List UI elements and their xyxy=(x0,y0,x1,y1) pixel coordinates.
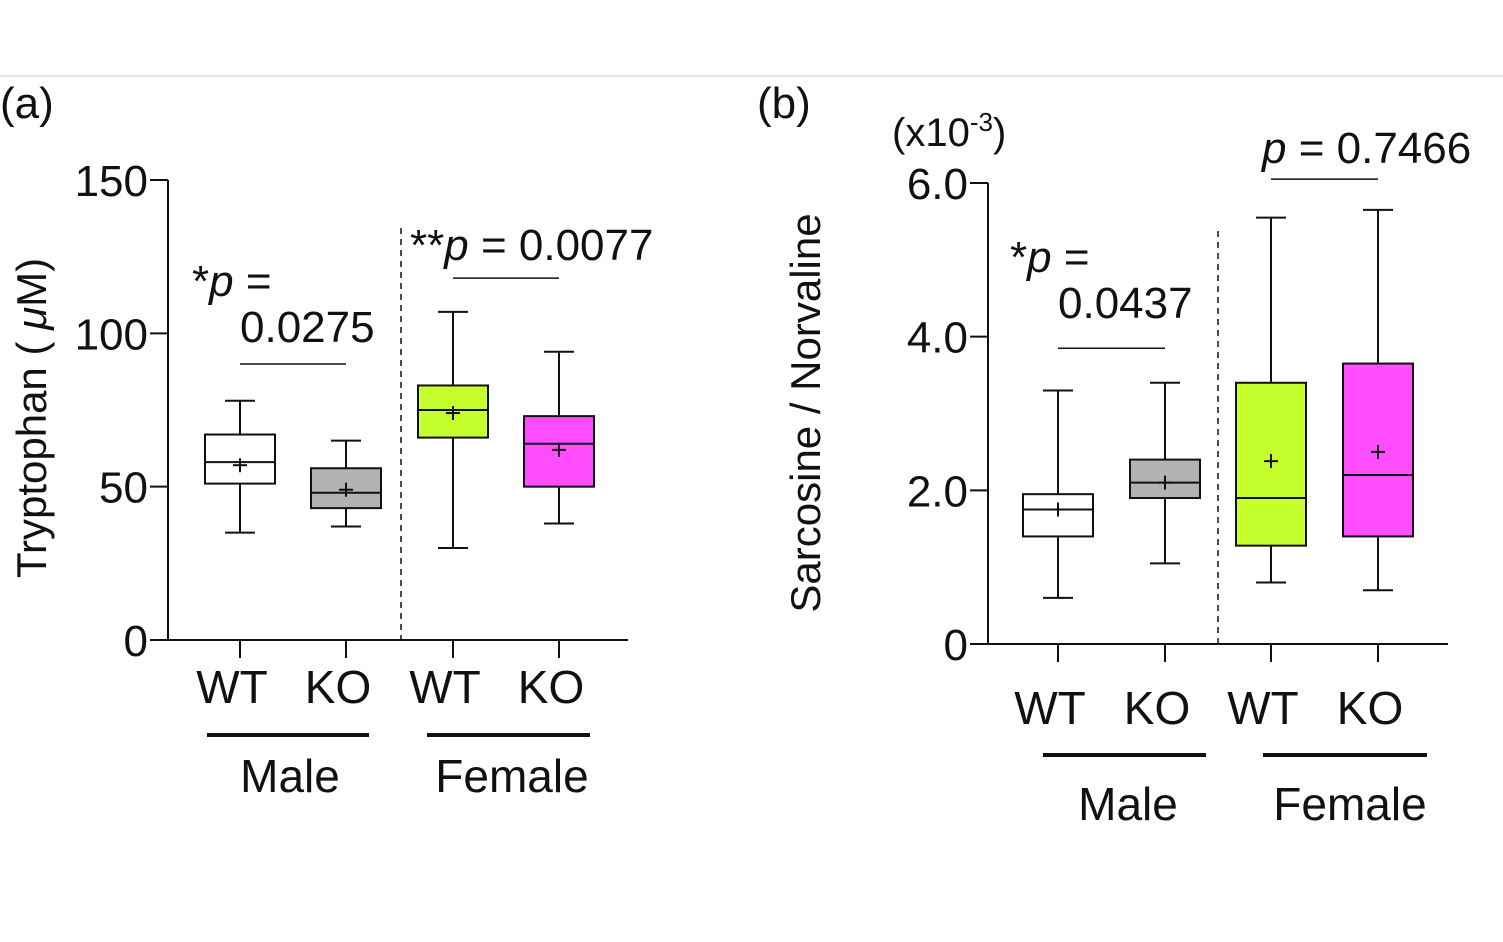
y-tick-label: 150 xyxy=(75,157,148,206)
box-male-wt xyxy=(1022,389,1094,599)
panel-label: (a) xyxy=(0,79,54,128)
y-tick-label: 2.0 xyxy=(907,467,968,516)
p-value-label: *p = xyxy=(1010,233,1090,282)
group-label-female: Female xyxy=(1273,778,1426,830)
p-value-number: 0.0275 xyxy=(240,303,375,352)
category-label-ko: KO xyxy=(1337,682,1403,734)
group-label-male: Male xyxy=(1078,778,1178,830)
y-tick-label: 0 xyxy=(944,621,968,670)
category-label-wt: WT xyxy=(196,661,268,713)
y-tick-label: 50 xyxy=(99,464,148,513)
p-value-stars: * xyxy=(1010,233,1027,282)
y-tick-label: 0 xyxy=(124,617,148,666)
p-value-label: **p = 0.0077 xyxy=(410,221,653,270)
p-value-label: p = 0.7466 xyxy=(1260,124,1471,173)
panel-a: (a) 0 50 100 150 Tryptophan ( μM) WT KO WT KO Male… xyxy=(0,79,653,802)
box-male-wt xyxy=(204,399,276,534)
category-label-ko: KO xyxy=(305,661,371,713)
panel-label: (b) xyxy=(757,79,811,128)
box-female-ko xyxy=(523,350,595,525)
y-axis-title-main: Tryptophan ( xyxy=(8,330,55,578)
p-value-stars: * xyxy=(192,257,209,306)
p-value-label: *p = xyxy=(192,257,272,306)
group-label-male: Male xyxy=(240,750,340,802)
y-axis-title: Tryptophan ( μM) xyxy=(8,258,55,578)
box-male-ko xyxy=(310,439,382,528)
y-axis-title: Sarcosine / Norvaline xyxy=(782,213,829,612)
y-axis-title-unit: M) xyxy=(8,258,55,307)
y-tick-label: 100 xyxy=(75,310,148,359)
category-label-wt: WT xyxy=(409,661,481,713)
p-value-equals: = xyxy=(234,257,272,306)
box-male-ko xyxy=(1129,381,1201,565)
box-female-wt xyxy=(417,310,489,549)
category-label-wt: WT xyxy=(1014,682,1086,734)
group-label-female: Female xyxy=(435,750,588,802)
category-label-ko: KO xyxy=(1124,682,1190,734)
category-label-wt: WT xyxy=(1227,682,1299,734)
p-value-number: 0.0437 xyxy=(1058,279,1193,328)
y-axis-title-greek: μ xyxy=(8,307,55,331)
category-label-ko: KO xyxy=(518,661,584,713)
p-value-p: p xyxy=(1025,233,1051,282)
box-female-wt xyxy=(1235,216,1307,584)
y-tick-label: 6.0 xyxy=(907,160,968,209)
box-female-ko xyxy=(1342,208,1414,592)
y-tick-label: 4.0 xyxy=(907,314,968,363)
p-value-p: p xyxy=(207,257,233,306)
scale-note-exponent: -3 xyxy=(970,107,993,137)
scale-note-close: ) xyxy=(993,111,1006,155)
p-value-equals: = 0.0077 xyxy=(469,221,654,270)
panel-b: (b) 0 2.0 4.0 6.0 Sarcosine / Norvaline (x10-3… xyxy=(757,79,1471,830)
p-value-equals: = 0.7466 xyxy=(1286,124,1471,173)
p-value-equals: = xyxy=(1052,233,1090,282)
p-value-p: p xyxy=(1260,124,1286,173)
scale-note-base: (x10 xyxy=(892,111,970,155)
p-value-stars: ** xyxy=(410,221,444,270)
p-value-p: p xyxy=(442,221,468,270)
scale-note: (x10-3) xyxy=(892,107,1006,155)
